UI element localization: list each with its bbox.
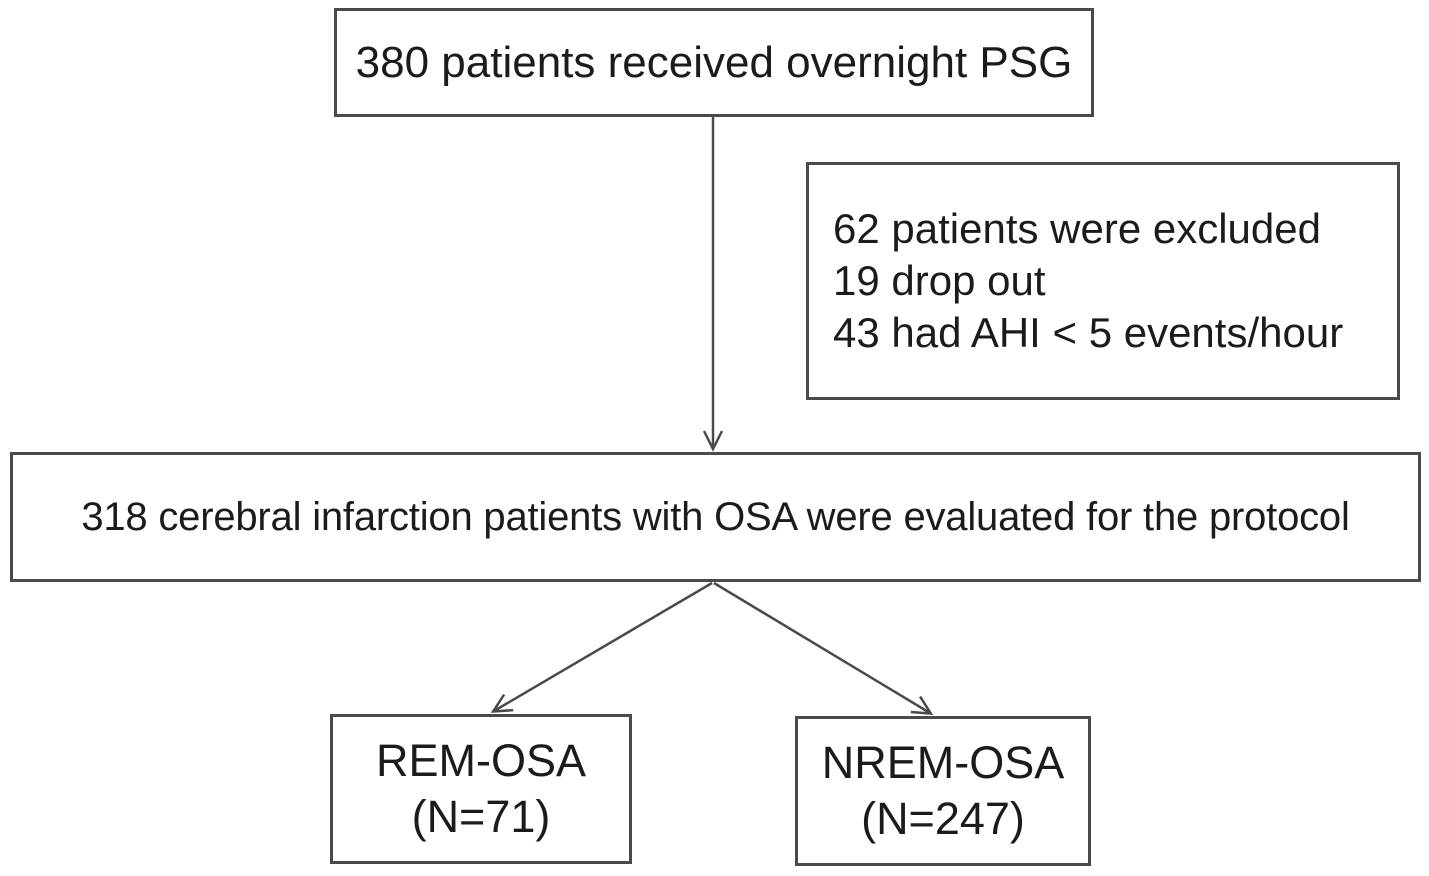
box-psg: 380 patients received overnight PSG [334,8,1094,117]
box-nrem-osa: NREM-OSA (N=247) [795,716,1091,866]
box-evaluated: 318 cerebral infarction patients with OS… [10,452,1421,582]
rem-osa-lines: REM-OSA (N=71) [376,733,586,845]
box-rem-osa: REM-OSA (N=71) [330,714,632,864]
nrem-osa-lines: NREM-OSA (N=247) [822,735,1065,847]
psg-text: 380 patients received overnight PSG [355,37,1073,87]
excluded-line-3: 43 had AHI < 5 events/hour [833,309,1344,356]
excluded-line-2: 19 drop out [833,257,1046,304]
excluded-line-1: 62 patients were excluded [833,205,1321,252]
nrem-osa-label: NREM-OSA [821,737,1065,788]
arrow-evaluated-to-nrem [713,581,934,715]
box-excluded: 62 patients were excluded 19 drop out 43… [806,162,1400,400]
rem-osa-label: REM-OSA [375,735,586,786]
rem-osa-count: (N=71) [411,791,551,842]
excluded-lines: 62 patients were excluded 19 drop out 43… [833,203,1343,359]
nrem-osa-count: (N=247) [861,793,1025,844]
arrow-evaluated-to-rem [490,581,713,713]
evaluated-text: 318 cerebral infarction patients with OS… [81,494,1350,539]
